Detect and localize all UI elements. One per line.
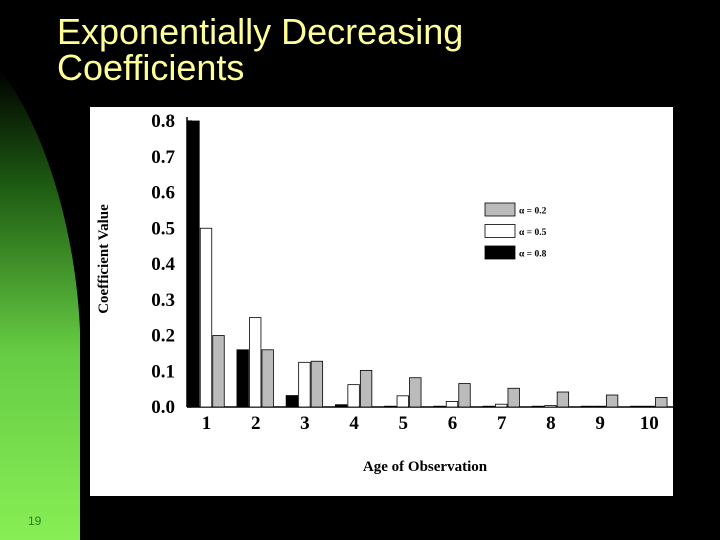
slide-title: Exponentially Decreasing Coefficients — [57, 14, 697, 86]
chart-panel: 0.0 0.1 0.2 0.3 0.4 0.5 0.6 0.7 0.8 1 2 3 4 5 6 7 8 9 10 Ag… — [90, 107, 673, 496]
y-tick-label: 0.0 — [151, 397, 175, 418]
y-tick-label: 0.7 — [151, 147, 175, 168]
bar — [580, 405, 594, 408]
legend-label: α = 0.5 — [519, 228, 547, 238]
bar — [655, 397, 668, 408]
bar — [347, 384, 360, 408]
x-tick-label: 10 — [640, 413, 659, 434]
bar — [334, 404, 348, 408]
x-tick-label: 3 — [300, 413, 310, 434]
bar — [384, 405, 397, 408]
slide-number: 19 — [28, 514, 42, 528]
y-tick-label: 0.2 — [151, 326, 175, 347]
x-tick-label: 6 — [448, 413, 458, 434]
legend-label: α = 0.8 — [519, 250, 547, 260]
x-tick-label: 7 — [497, 413, 507, 434]
bar — [445, 401, 459, 408]
y-tick-label: 0.3 — [151, 290, 175, 311]
y-tick-label: 0.6 — [151, 183, 175, 204]
x-axis-title: Age of Observation — [363, 459, 488, 475]
y-tick-label: 0.1 — [151, 361, 175, 382]
bar — [593, 405, 606, 408]
bar — [261, 349, 274, 408]
bar — [556, 391, 570, 408]
x-tick-label: 4 — [349, 413, 359, 434]
bar — [458, 383, 471, 408]
bar — [507, 387, 520, 408]
bar — [236, 349, 249, 408]
x-tick-label: 5 — [399, 413, 409, 434]
bar — [642, 405, 655, 408]
y-tick-label: 0.4 — [151, 254, 175, 275]
bar-chart: 0.0 0.1 0.2 0.3 0.4 0.5 0.6 0.7 0.8 1 2 3 4 5 6 7 8 9 10 Ag… — [96, 111, 673, 475]
bar — [605, 394, 619, 408]
x-tick-label: 8 — [546, 413, 556, 434]
x-tick-label: 1 — [202, 413, 212, 434]
legend-swatch — [484, 202, 516, 217]
bar — [409, 377, 422, 408]
bar — [482, 405, 495, 408]
bar — [396, 395, 409, 408]
bar — [187, 120, 200, 408]
slide-title-line-2: Coefficients — [57, 47, 245, 88]
x-tick-label: 2 — [251, 413, 261, 434]
bar — [531, 405, 545, 408]
bar — [630, 405, 643, 408]
bar — [310, 360, 324, 408]
y-axis-title: Coefficient Value — [96, 204, 112, 314]
legend-label: α = 0.2 — [519, 207, 547, 217]
bar — [212, 335, 225, 408]
y-tick-label: 0.5 — [151, 218, 175, 239]
bar — [433, 405, 446, 408]
slide-title-line-1: Exponentially Decreasing — [57, 11, 464, 52]
bar — [544, 405, 557, 408]
bar — [249, 317, 262, 408]
green-accent-stripe — [0, 70, 80, 540]
y-tick-label: 0.8 — [151, 111, 175, 132]
bar — [298, 361, 311, 408]
legend-swatch — [484, 224, 516, 238]
bar — [285, 395, 299, 408]
legend-swatch — [484, 245, 516, 260]
bar — [359, 369, 373, 408]
bar — [495, 403, 508, 408]
x-tick-label: 9 — [595, 413, 605, 434]
bar — [199, 227, 213, 408]
